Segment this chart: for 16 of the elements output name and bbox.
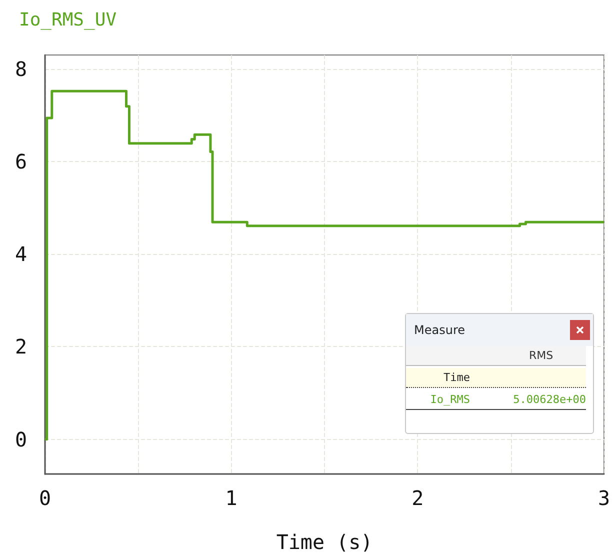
- chart-title: Io_RMS_UV: [19, 10, 117, 30]
- y-tick-label: 2: [14, 334, 27, 359]
- annotation: Measure: [414, 323, 465, 337]
- y-tick-label: 4: [14, 242, 27, 266]
- x-tick-label: 3: [598, 486, 610, 510]
- annotation: Io_RMS: [429, 393, 470, 406]
- x-tick-label: 1: [225, 486, 238, 510]
- y-tick-label: 8: [14, 56, 27, 81]
- annotation: 5.00628e+00: [512, 393, 586, 406]
- annotation: RMS: [528, 349, 554, 362]
- y-tick-label: 0: [14, 427, 27, 452]
- annotation: Time: [442, 371, 470, 384]
- y-tick-label: 6: [14, 149, 27, 174]
- x-tick-label: 2: [412, 486, 424, 510]
- x-axis-title: Time (s): [276, 530, 373, 554]
- x-tick-label: 0: [38, 486, 52, 510]
